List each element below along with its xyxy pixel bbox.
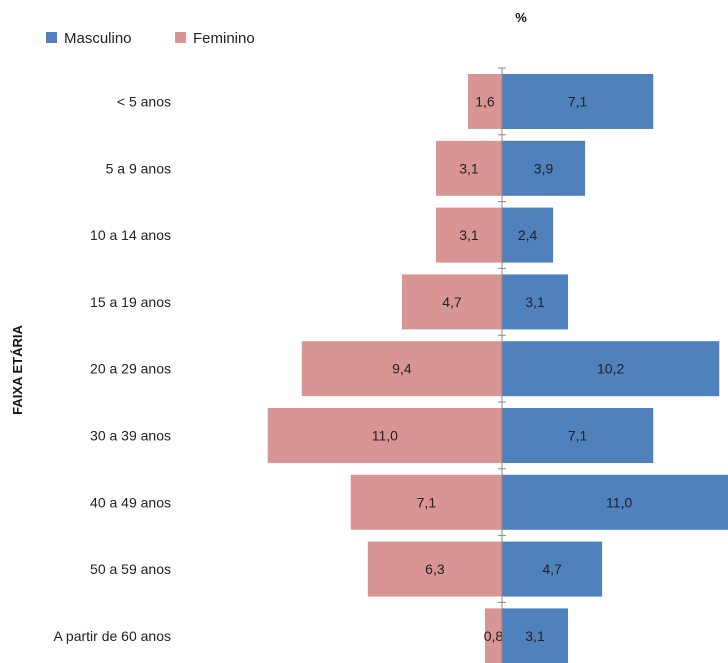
data-label-feminino-30-a-39-anos: 11,0: [372, 428, 398, 444]
bar-masculino-15-a-19-anos: [502, 274, 569, 330]
legend: Masculino Feminino: [46, 30, 255, 47]
legend-label-feminino: Feminino: [193, 30, 255, 47]
bar-masculino-40-a-49-anos: [502, 474, 728, 530]
data-label-feminino-50-a-59-anos: 6,3: [425, 561, 445, 577]
data-label-masculino-50-a-59-anos: 4,7: [542, 561, 562, 577]
bar-masculino-a-partir-de-60-anos: [502, 608, 569, 663]
data-label-feminino-20-a-29-anos: 9,4: [392, 361, 412, 377]
data-label-masculino-40-a-49-anos: 11,0: [606, 494, 632, 510]
data-label-feminino-5-anos: 1,6: [475, 94, 495, 110]
category-label-10-a-14-anos: 10 a 14 anos: [90, 227, 171, 243]
category-label-40-a-49-anos: 40 a 49 anos: [90, 494, 171, 510]
data-label-feminino-10-a-14-anos: 3,1: [459, 227, 479, 243]
bar-masculino-50-a-59-anos: [502, 541, 603, 597]
bars-group: 1,6 7,1 3,1 3,9 3,1 2,4 4,7 3,1 9,4 10,2 11,0 7,1 7,…: [267, 74, 728, 663]
bar-feminino-15-a-19-anos: [401, 274, 502, 330]
data-label-feminino-40-a-49-anos: 7,1: [417, 494, 437, 510]
bar-masculino-5-anos: [502, 74, 654, 129]
bar-feminino-40-a-49-anos: [350, 474, 502, 530]
bar-masculino-10-a-14-anos: [502, 207, 554, 263]
data-label-masculino-15-a-19-anos: 3,1: [525, 294, 545, 310]
y-axis-title: FAIXA ETÁRIA: [10, 324, 25, 414]
legend-label-masculino: Masculino: [64, 30, 132, 47]
data-label-masculino-10-a-14-anos: 2,4: [518, 227, 538, 243]
data-label-feminino-5-a-9-anos: 3,1: [459, 160, 479, 176]
bar-feminino-a-partir-de-60-anos: [484, 608, 502, 663]
data-label-masculino-20-a-29-anos: 10,2: [597, 361, 624, 377]
data-label-masculino-30-a-39-anos: 7,1: [568, 428, 588, 444]
bar-masculino-5-a-9-anos: [502, 140, 586, 196]
category-label-30-a-39-anos: 30 a 39 anos: [90, 428, 171, 444]
bar-feminino-30-a-39-anos: [267, 408, 502, 463]
bar-feminino-5-a-9-anos: [435, 140, 502, 196]
data-label-feminino-15-a-19-anos: 4,7: [442, 294, 462, 310]
data-label-masculino-5-a-9-anos: 3,9: [534, 160, 554, 176]
category-label-5-anos: < 5 anos: [117, 94, 171, 110]
bar-masculino-20-a-29-anos: [502, 341, 720, 397]
bar-feminino-10-a-14-anos: [435, 207, 502, 263]
legend-swatch-masculino: [46, 32, 57, 43]
chart-title: %: [515, 10, 527, 25]
category-label-5-a-9-anos: 5 a 9 anos: [106, 160, 171, 176]
category-label-a-partir-de-60-anos: A partir de 60 anos: [53, 628, 171, 644]
data-label-feminino-a-partir-de-60-anos: 0,8: [484, 628, 504, 644]
data-label-masculino-a-partir-de-60-anos: 3,1: [525, 628, 545, 644]
category-label-15-a-19-anos: 15 a 19 anos: [90, 294, 171, 310]
bar-feminino-20-a-29-anos: [301, 341, 502, 397]
category-label-20-a-29-anos: 20 a 29 anos: [90, 361, 171, 377]
category-label-50-a-59-anos: 50 a 59 anos: [90, 561, 171, 577]
center-axis: [498, 67, 506, 663]
legend-swatch-feminino: [175, 32, 186, 43]
category-labels: < 5 anos 5 a 9 anos 10 a 14 anos 15 a 19 an…: [53, 94, 171, 644]
data-label-masculino-5-anos: 7,1: [568, 94, 588, 110]
bar-feminino-5-anos: [467, 74, 502, 129]
bar-feminino-50-a-59-anos: [367, 541, 502, 597]
bar-masculino-30-a-39-anos: [502, 408, 654, 463]
